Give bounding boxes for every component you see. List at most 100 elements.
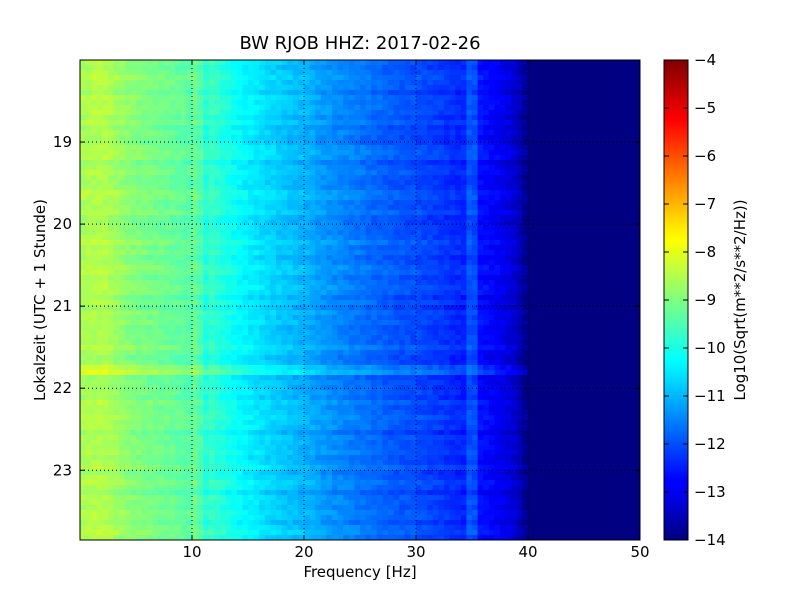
heatmap-cell (242, 230, 249, 236)
heatmap-cell (85, 185, 92, 191)
heatmap-cell (404, 155, 411, 161)
heatmap-cell (528, 190, 535, 196)
heatmap-cell (130, 185, 137, 191)
heatmap-cell (567, 105, 574, 111)
heatmap-cell (511, 245, 518, 251)
heatmap-cell (152, 225, 159, 231)
heatmap-cell (466, 220, 473, 226)
heatmap-cell (169, 175, 176, 181)
heatmap-cell (130, 225, 137, 231)
heatmap-cell (360, 275, 367, 281)
heatmap-cell (124, 250, 131, 256)
heatmap-cell (354, 65, 361, 71)
heatmap-cell (108, 185, 115, 191)
heatmap-cell (539, 100, 546, 106)
heatmap-cell (298, 155, 305, 161)
heatmap-cell (164, 95, 171, 101)
heatmap-cell (634, 220, 640, 226)
heatmap-cell (152, 245, 159, 251)
heatmap-cell (382, 215, 389, 221)
heatmap-cell (264, 170, 271, 176)
heatmap-cell (528, 135, 535, 141)
heatmap-cell (337, 280, 344, 286)
heatmap-cell (382, 280, 389, 286)
heatmap-cell (477, 245, 484, 251)
heatmap-cell (348, 305, 355, 311)
heatmap-cell (136, 140, 143, 146)
heatmap-cell (85, 280, 92, 286)
heatmap-cell (326, 185, 333, 191)
heatmap-cell (337, 230, 344, 236)
heatmap-cell (522, 105, 529, 111)
heatmap-cell (449, 140, 456, 146)
heatmap-cell (550, 215, 557, 221)
heatmap-cell (617, 150, 624, 156)
heatmap-cell (276, 230, 283, 236)
heatmap-cell (589, 65, 596, 71)
heatmap-cell (220, 100, 227, 106)
heatmap-cell (147, 115, 154, 121)
heatmap-cell (248, 85, 255, 91)
heatmap-cell (108, 110, 115, 116)
heatmap-cell (511, 265, 518, 271)
heatmap-cell (320, 230, 327, 236)
heatmap-cell (393, 140, 400, 146)
heatmap-cell (96, 300, 103, 306)
heatmap-cell (259, 95, 266, 101)
heatmap-cell (617, 290, 624, 296)
heatmap-cell (141, 280, 148, 286)
heatmap-cell (281, 235, 288, 241)
heatmap-cell (225, 115, 232, 121)
heatmap-cell (393, 200, 400, 206)
heatmap-cell (130, 70, 137, 76)
heatmap-cell (158, 165, 165, 171)
heatmap-cell (427, 220, 434, 226)
heatmap-cell (567, 175, 574, 181)
heatmap-cell (404, 125, 411, 131)
heatmap-cell (533, 150, 540, 156)
heatmap-cell (259, 295, 266, 301)
heatmap-cell (354, 230, 361, 236)
heatmap-cell (197, 260, 204, 266)
heatmap-cell (460, 95, 467, 101)
heatmap-cell (85, 245, 92, 251)
heatmap-cell (231, 80, 238, 86)
heatmap-cell (494, 180, 501, 186)
heatmap-cell (354, 155, 361, 161)
heatmap-cell (119, 150, 126, 156)
heatmap-cell (494, 160, 501, 166)
heatmap-cell (421, 290, 428, 296)
heatmap-cell (248, 225, 255, 231)
heatmap-cell (444, 65, 451, 71)
heatmap-cell (483, 280, 490, 286)
heatmap-cell (360, 110, 367, 116)
heatmap-cell (500, 180, 507, 186)
heatmap-cell (460, 80, 467, 86)
heatmap-cell (108, 170, 115, 176)
heatmap-cell (164, 255, 171, 261)
heatmap-cell (309, 230, 316, 236)
heatmap-cell (354, 245, 361, 251)
heatmap-cell (197, 235, 204, 241)
heatmap-cell (203, 145, 210, 151)
heatmap-cell (472, 270, 479, 276)
heatmap-cell (270, 245, 277, 251)
heatmap-cell (354, 200, 361, 206)
heatmap-cell (589, 100, 596, 106)
heatmap-cell (483, 285, 490, 291)
heatmap-cell (404, 290, 411, 296)
heatmap-cell (276, 285, 283, 291)
heatmap-cell (214, 240, 221, 246)
heatmap-cell (180, 280, 187, 286)
heatmap-cell (472, 125, 479, 131)
heatmap-cell (203, 270, 210, 276)
heatmap-cell (208, 70, 215, 76)
heatmap-cell (236, 145, 243, 151)
heatmap-cell (169, 200, 176, 206)
heatmap-cell (214, 305, 221, 311)
heatmap-cell (365, 145, 372, 151)
heatmap-cell (315, 190, 322, 196)
heatmap-cell (320, 240, 327, 246)
heatmap-cell (388, 250, 395, 256)
heatmap-cell (231, 90, 238, 96)
